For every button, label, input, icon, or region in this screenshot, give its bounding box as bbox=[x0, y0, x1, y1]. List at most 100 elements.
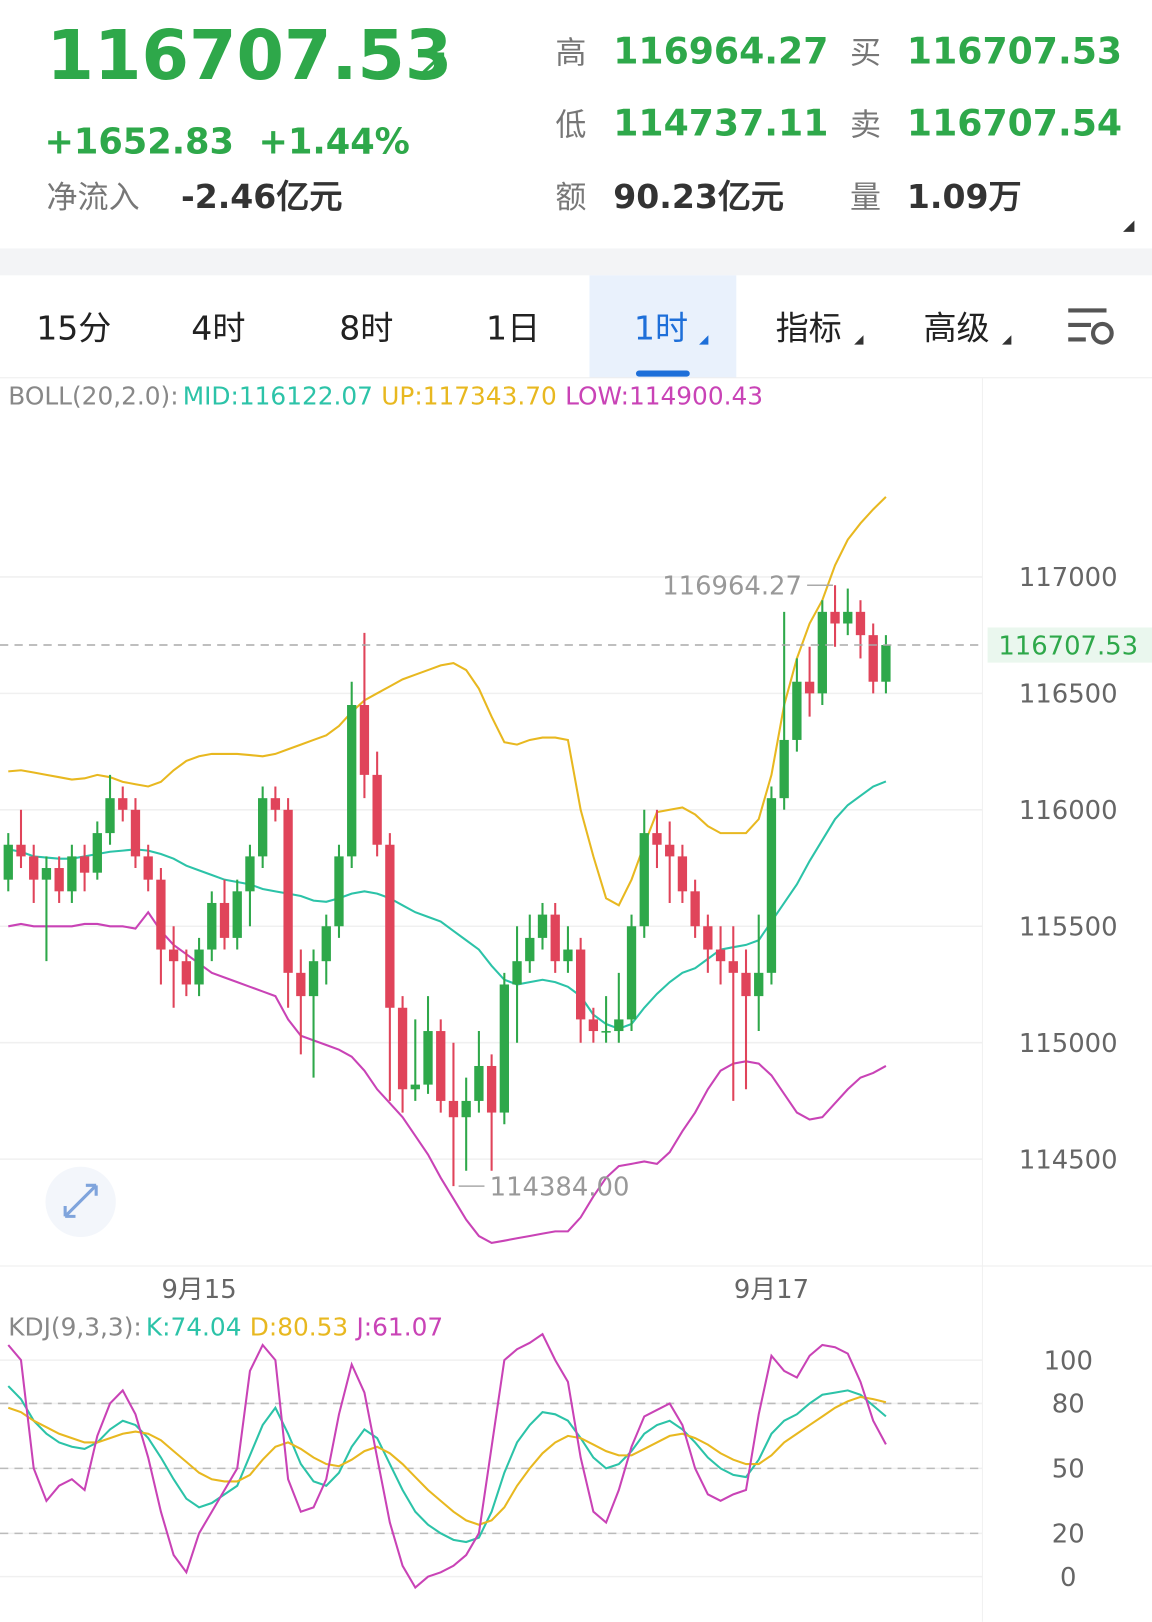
y-tick-label: 116500 bbox=[1019, 680, 1118, 710]
candle-body bbox=[881, 645, 891, 682]
candle-body bbox=[448, 1100, 459, 1118]
candle-body bbox=[29, 856, 39, 880]
legend-entry: K:74.04 bbox=[146, 1312, 242, 1341]
ask: 116707.54 bbox=[907, 102, 1122, 145]
y-tick-label: 117000 bbox=[1019, 563, 1118, 593]
net-inflow: -2.46亿元 bbox=[181, 177, 343, 216]
candle-body bbox=[792, 681, 802, 740]
current-price-tag bbox=[987, 627, 1152, 663]
volume-label: 量 bbox=[850, 180, 881, 216]
ask-label: 卖 bbox=[850, 108, 881, 144]
tab[interactable]: 1日 bbox=[486, 308, 540, 347]
candle-body bbox=[359, 705, 370, 775]
amount: 90.23亿元 bbox=[613, 177, 784, 216]
current-price-label: 116707.53 bbox=[998, 631, 1138, 661]
indicator-line bbox=[7, 1332, 887, 1590]
candle-body bbox=[601, 1031, 611, 1033]
candle-body bbox=[715, 949, 726, 962]
candle-body bbox=[614, 1019, 624, 1032]
candle-body bbox=[130, 809, 141, 857]
y-tick-label: 114500 bbox=[1019, 1145, 1118, 1175]
low-label: 低 bbox=[555, 108, 586, 144]
candle-body bbox=[308, 961, 319, 997]
x-tick-label: 9月17 bbox=[734, 1275, 809, 1305]
y-tick-label: 0 bbox=[1060, 1563, 1076, 1593]
tab-selected-bg bbox=[589, 275, 737, 378]
legend-entry: UP:117343.70 bbox=[381, 382, 557, 411]
low: 114737.11 bbox=[613, 102, 828, 145]
tab-active[interactable]: 1时 bbox=[634, 308, 688, 347]
y-tick-label: 115500 bbox=[1019, 913, 1118, 943]
high: 116964.27 bbox=[613, 29, 828, 72]
candle-body bbox=[779, 739, 789, 799]
tab[interactable]: 4时 bbox=[191, 308, 245, 347]
bid-label: 买 bbox=[850, 35, 881, 71]
candle-body bbox=[385, 844, 395, 1008]
candle-body bbox=[461, 1100, 471, 1118]
candle-body bbox=[550, 914, 560, 962]
indicator-legend: BOLL(20,2.0): MID:116122.07 UP:117343.70 LO… bbox=[8, 382, 763, 411]
candle-body bbox=[537, 914, 548, 938]
candle-body bbox=[321, 926, 331, 962]
high-label: 高 bbox=[555, 35, 586, 71]
candle-body bbox=[855, 611, 866, 636]
tab[interactable]: 高级 bbox=[923, 308, 989, 347]
candle-body bbox=[207, 902, 217, 950]
candle-body bbox=[168, 949, 179, 962]
change-pct: +1.44% bbox=[259, 121, 410, 162]
candle-body bbox=[3, 844, 13, 880]
candle-body bbox=[143, 856, 153, 880]
expand-corner[interactable] bbox=[1123, 220, 1135, 232]
candle-body bbox=[588, 1019, 599, 1032]
indicator-line bbox=[7, 1385, 887, 1544]
candle-body bbox=[804, 681, 815, 694]
indicator-line bbox=[8, 496, 887, 907]
candle-body bbox=[474, 1065, 484, 1101]
candle-body bbox=[92, 833, 102, 873]
tab[interactable]: 8时 bbox=[339, 308, 393, 347]
candle-body bbox=[830, 611, 840, 624]
indicator-line bbox=[7, 1395, 887, 1526]
candle-body bbox=[754, 972, 764, 997]
candle-body bbox=[512, 961, 522, 985]
x-tick-label: 9月15 bbox=[161, 1275, 236, 1305]
candle-body bbox=[728, 961, 738, 973]
candle-body bbox=[868, 635, 878, 682]
candle-body bbox=[436, 1031, 446, 1101]
bid: 116707.53 bbox=[907, 29, 1122, 72]
indicator-name: BOLL(20,2.0): bbox=[8, 382, 178, 411]
indicator-legend: KDJ(9,3,3): K:74.04 D:80.53 J:61.07 bbox=[8, 1312, 443, 1341]
candle-body bbox=[270, 798, 281, 810]
annotation-label: 114384.00 bbox=[490, 1172, 630, 1202]
candle-body bbox=[626, 926, 637, 1020]
candle-body bbox=[118, 798, 128, 810]
candle-body bbox=[219, 902, 230, 938]
indicator-line bbox=[8, 780, 887, 1030]
tab[interactable]: 指标 bbox=[776, 308, 842, 347]
candle-body bbox=[258, 798, 268, 857]
candle-body bbox=[410, 1084, 420, 1090]
fullscreen-button[interactable] bbox=[45, 1166, 116, 1238]
candle-body bbox=[194, 949, 204, 985]
indicator-name: KDJ(9,3,3): bbox=[8, 1312, 141, 1341]
candle-body bbox=[677, 856, 688, 892]
candle-body bbox=[525, 937, 535, 962]
tab-underline bbox=[635, 370, 690, 377]
y-tick-label: 116000 bbox=[1019, 796, 1118, 826]
candle-body bbox=[665, 844, 675, 857]
settings-icon[interactable] bbox=[1068, 308, 1114, 345]
candle-body bbox=[16, 844, 26, 857]
candle-body bbox=[703, 926, 713, 950]
candle-body bbox=[67, 856, 77, 892]
legend-entry: LOW:114900.43 bbox=[565, 382, 763, 411]
candle-body bbox=[486, 1065, 497, 1113]
candle-body bbox=[843, 611, 853, 624]
tab[interactable]: 15分 bbox=[36, 308, 111, 347]
candle-body bbox=[741, 972, 751, 997]
y-tick-label: 100 bbox=[1044, 1346, 1093, 1376]
candle-body bbox=[766, 798, 777, 973]
change: +1652.83 bbox=[44, 121, 234, 162]
